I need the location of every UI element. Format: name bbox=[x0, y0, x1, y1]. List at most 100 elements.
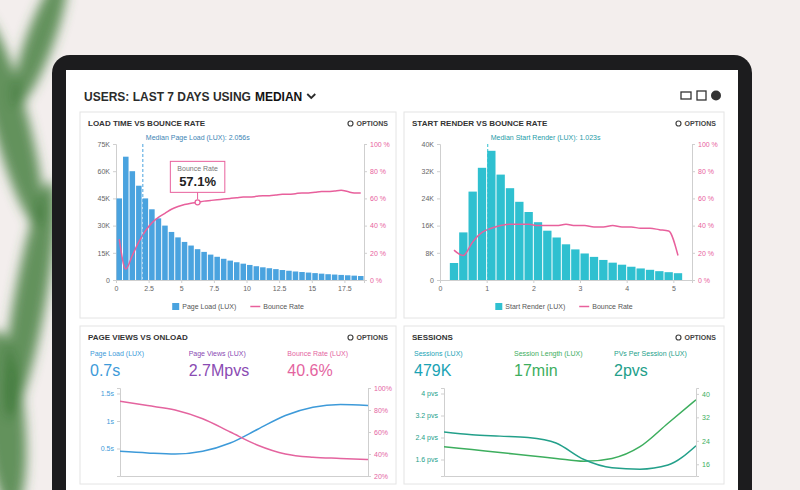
tick-label: 15 bbox=[308, 285, 316, 292]
tick-mark bbox=[441, 460, 444, 461]
plot-area bbox=[120, 401, 368, 459]
tick-label: 5 bbox=[180, 285, 184, 292]
tick: 24 bbox=[696, 438, 710, 445]
kpi-label: PVs Per Session (LUX) bbox=[614, 350, 687, 358]
tick: 7.5 bbox=[210, 280, 220, 292]
tick-label: 40 % bbox=[370, 222, 386, 229]
bar bbox=[182, 242, 188, 280]
kpi-value: 0.7s bbox=[90, 362, 120, 379]
options-button[interactable]: OPTIONS bbox=[684, 120, 716, 127]
bar bbox=[162, 226, 168, 280]
panel-title: START RENDER VS BOUNCE RATE bbox=[412, 119, 548, 128]
bar bbox=[487, 151, 495, 280]
tick-label: 80% bbox=[374, 407, 388, 414]
tick-label: 2 bbox=[532, 285, 536, 292]
icon-image[interactable] bbox=[697, 91, 706, 100]
tick: 0.5s bbox=[101, 445, 120, 452]
options-icon[interactable] bbox=[348, 121, 353, 126]
tick: 60% bbox=[368, 429, 388, 436]
tick: 40% bbox=[368, 451, 388, 458]
tick-mark bbox=[437, 198, 440, 199]
laptop-bezel bbox=[52, 55, 752, 490]
kpi-label: Bounce Rate (LUX) bbox=[287, 350, 348, 358]
tick-label: 0 % bbox=[370, 277, 382, 284]
tick-mark bbox=[692, 280, 695, 281]
tick-label: 80 % bbox=[698, 168, 714, 175]
tick-mark bbox=[113, 144, 116, 145]
callout-box bbox=[170, 161, 224, 192]
axis-line bbox=[441, 389, 445, 477]
tick-mark bbox=[364, 280, 367, 281]
tick-mark bbox=[487, 280, 488, 283]
legend-label: Bounce Rate bbox=[263, 303, 304, 310]
kpi-value: 2.7Mpvs bbox=[189, 362, 249, 379]
tick-label: 4 bbox=[625, 285, 629, 292]
axis-line bbox=[445, 476, 697, 477]
bar bbox=[478, 168, 486, 280]
bar bbox=[273, 269, 279, 280]
axis: 015K30K45K60K75K bbox=[98, 141, 117, 284]
icon-help[interactable] bbox=[711, 91, 721, 101]
kpi-value: 17min bbox=[514, 362, 558, 379]
tick-mark bbox=[627, 280, 628, 283]
bar bbox=[345, 275, 351, 280]
dashboard-photo: USERS: LAST 7 DAYS USINGMEDIANLOAD TIME … bbox=[0, 0, 800, 490]
tick-label: 24K bbox=[422, 195, 435, 202]
tick-mark bbox=[312, 280, 313, 283]
panel bbox=[80, 112, 396, 318]
tick-mark bbox=[692, 253, 695, 254]
median-line bbox=[487, 144, 488, 280]
tick: 0 % bbox=[364, 277, 382, 284]
bar bbox=[627, 267, 635, 280]
tick: 16 bbox=[696, 461, 710, 468]
tick-label: 100 % bbox=[698, 141, 718, 148]
options-button[interactable]: OPTIONS bbox=[356, 120, 388, 127]
kpi-value: 479K bbox=[414, 362, 452, 379]
bar bbox=[571, 249, 579, 280]
bar bbox=[646, 270, 654, 280]
tick-mark bbox=[113, 253, 116, 254]
options-icon[interactable] bbox=[348, 335, 353, 340]
tick-label: 3 bbox=[579, 285, 583, 292]
dropdown-chevron[interactable] bbox=[307, 94, 315, 98]
bar bbox=[188, 246, 194, 280]
bar bbox=[306, 273, 312, 280]
tick-label: 5 bbox=[672, 285, 676, 292]
axis: 0 %20 %40 %60 %80 %100 % bbox=[692, 141, 718, 284]
axis-line bbox=[697, 389, 700, 477]
tick: 40 % bbox=[364, 222, 386, 229]
tick: 45K bbox=[98, 195, 116, 202]
options-icon[interactable] bbox=[676, 335, 681, 340]
tick-label: 10 bbox=[243, 285, 251, 292]
tick-label: 60% bbox=[374, 429, 388, 436]
bar bbox=[674, 273, 682, 280]
bar bbox=[351, 276, 357, 280]
bar bbox=[534, 222, 542, 280]
tick-label: 100 % bbox=[370, 141, 390, 148]
tick: 80% bbox=[368, 407, 388, 414]
bar bbox=[280, 270, 286, 280]
tick-mark bbox=[580, 280, 581, 283]
tick-label: 60K bbox=[98, 168, 111, 175]
tick-label: 2.5 bbox=[144, 285, 154, 292]
tick: 4 bbox=[625, 280, 629, 292]
plot-area bbox=[444, 400, 696, 469]
tick-mark bbox=[441, 394, 444, 395]
tick: 2.4 pvs bbox=[415, 434, 444, 442]
legend-label: Page Load (LUX) bbox=[182, 303, 236, 311]
tick: 32K bbox=[422, 168, 440, 175]
bar bbox=[599, 260, 607, 280]
options-button[interactable]: OPTIONS bbox=[356, 334, 388, 341]
axis: 20%40%60%80%100% bbox=[368, 385, 392, 480]
options-button[interactable]: OPTIONS bbox=[684, 334, 716, 341]
tick: 5 bbox=[672, 280, 676, 292]
tick-mark bbox=[437, 226, 440, 227]
axis-line bbox=[117, 281, 365, 284]
axis: 08K16K24K32K40K bbox=[422, 141, 441, 284]
bar bbox=[590, 257, 598, 280]
bar bbox=[214, 257, 220, 280]
tick-mark bbox=[364, 144, 367, 145]
icon-desktop[interactable] bbox=[681, 92, 691, 99]
options-icon[interactable] bbox=[676, 121, 681, 126]
tick: 15 bbox=[308, 280, 316, 292]
